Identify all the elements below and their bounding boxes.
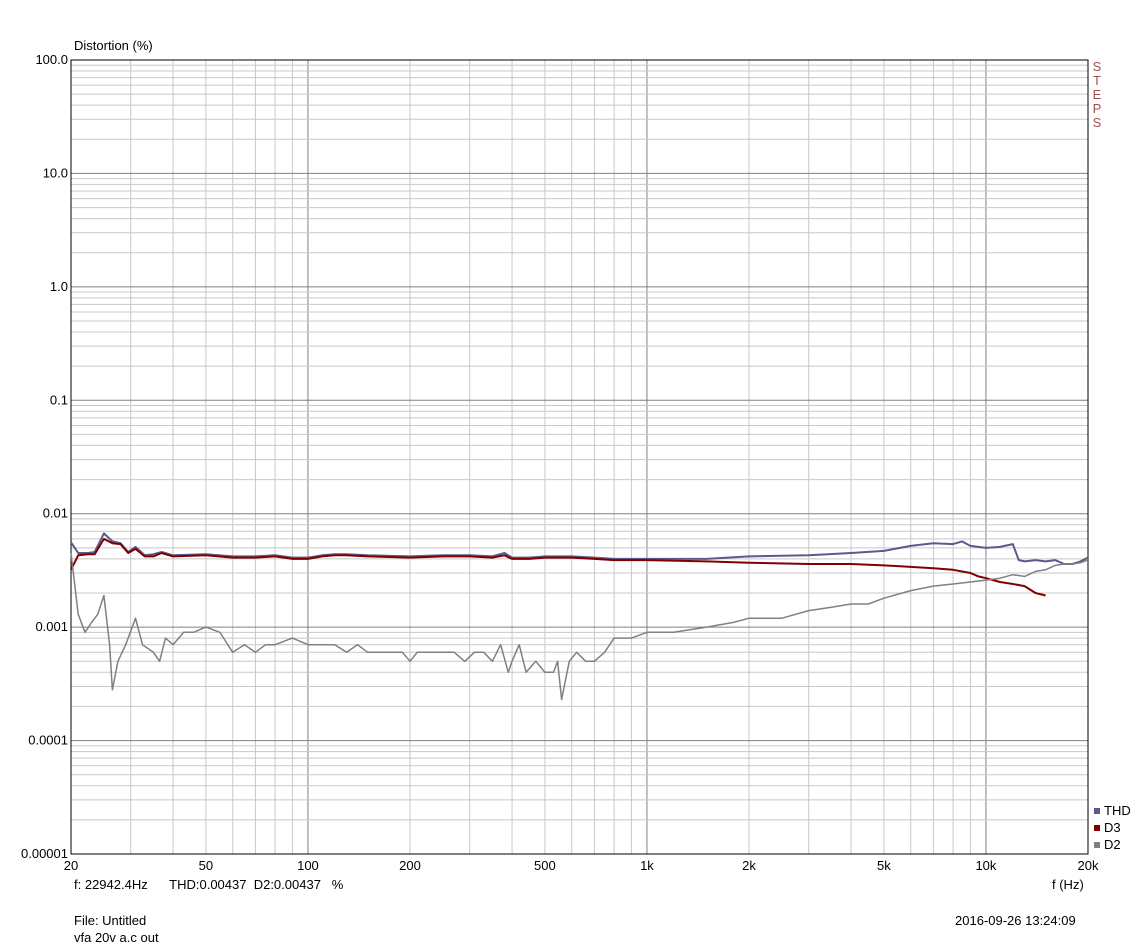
y-tick-label: 0.1 bbox=[50, 392, 68, 407]
steps-letter: S bbox=[1092, 59, 1102, 74]
y-tick-label: 0.001 bbox=[35, 619, 68, 634]
chart-legend: THD D3 D2 bbox=[1094, 802, 1131, 853]
legend-item-d2[interactable]: D2 bbox=[1094, 836, 1131, 853]
steps-letter: P bbox=[1092, 101, 1102, 116]
legend-swatch bbox=[1094, 841, 1100, 848]
series-line-d2 bbox=[70, 552, 1089, 701]
legend-swatch bbox=[1094, 824, 1100, 831]
x-tick-label: 200 bbox=[399, 858, 421, 873]
x-tick-label: 100 bbox=[297, 858, 319, 873]
x-axis-label: f (Hz) bbox=[1052, 877, 1084, 892]
cursor-readout: f: 22942.4Hz THD:0.00437 D2:0.00437 % bbox=[74, 877, 344, 892]
y-axis-label: Distortion (%) bbox=[74, 38, 153, 53]
steps-letter: T bbox=[1093, 73, 1101, 88]
y-tick-label: 10.0 bbox=[43, 165, 68, 180]
x-tick-label: 2k bbox=[742, 858, 756, 873]
x-tick-label: 20k bbox=[1078, 858, 1099, 873]
steps-letter: E bbox=[1092, 87, 1102, 102]
y-tick-label: 0.01 bbox=[43, 506, 68, 521]
x-tick-label: 10k bbox=[975, 858, 996, 873]
x-tick-label: 5k bbox=[877, 858, 891, 873]
plot-frame bbox=[70, 59, 1089, 855]
y-tick-label: 100.0 bbox=[35, 52, 68, 67]
y-tick-label: 0.00001 bbox=[21, 846, 68, 861]
x-tick-label: 1k bbox=[640, 858, 654, 873]
legend-swatch bbox=[1094, 807, 1100, 814]
legend-item-thd[interactable]: THD bbox=[1094, 802, 1131, 819]
measurement-description: vfa 20v a.c out bbox=[74, 930, 159, 945]
x-tick-label: 20 bbox=[64, 858, 78, 873]
series-line-d3 bbox=[70, 537, 1046, 597]
legend-label: D3 bbox=[1104, 820, 1121, 835]
x-tick-label: 500 bbox=[534, 858, 556, 873]
legend-item-d3[interactable]: D3 bbox=[1094, 819, 1131, 836]
legend-label: THD bbox=[1104, 803, 1131, 818]
steps-letter: S bbox=[1092, 115, 1102, 130]
y-tick-label: 1.0 bbox=[50, 279, 68, 294]
y-tick-label: 0.0001 bbox=[28, 733, 68, 748]
x-tick-label: 50 bbox=[199, 858, 213, 873]
legend-label: D2 bbox=[1104, 837, 1121, 852]
series-line-thd bbox=[70, 532, 1089, 565]
steps-label: S T E P S bbox=[1090, 60, 1104, 130]
timestamp: 2016-09-26 13:24:09 bbox=[955, 913, 1076, 928]
file-name: File: Untitled bbox=[74, 913, 147, 928]
